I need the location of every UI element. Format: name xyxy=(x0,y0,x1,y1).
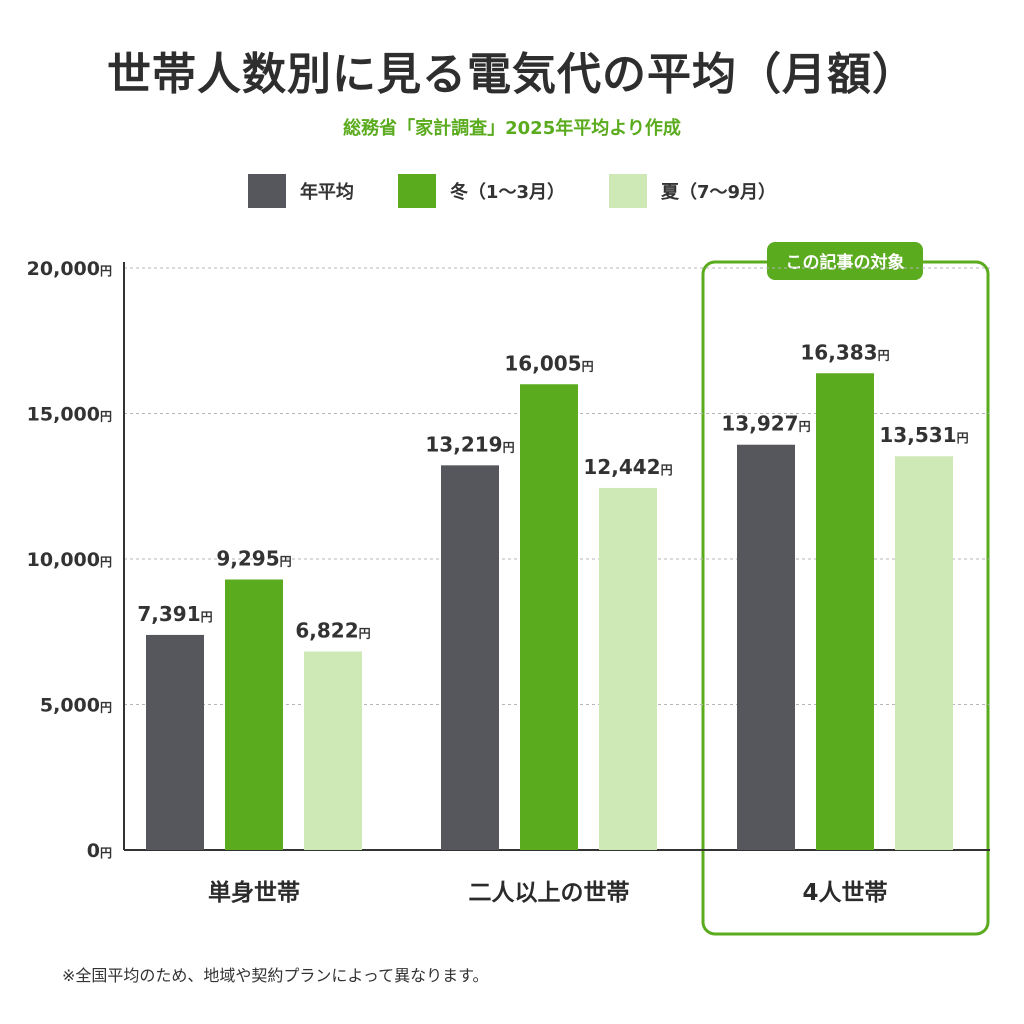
data-label: 6,822円 xyxy=(295,618,370,642)
legend-label-winter: 冬（1～3月） xyxy=(449,182,565,203)
footnote: ※全国平均のため、地域や契約プランによって異なります。 xyxy=(62,966,489,985)
highlight-badge xyxy=(767,242,923,280)
highlight-badge-label: この記事の対象 xyxy=(786,252,905,273)
legend-item-annual: 年平均 xyxy=(247,174,354,208)
x-tick-label: 4人世帯 xyxy=(802,879,887,906)
bar xyxy=(816,373,874,850)
data-label: 13,927円 xyxy=(721,412,810,436)
bar xyxy=(737,444,795,850)
x-tick-label: 二人以上の世帯 xyxy=(469,879,630,906)
legend-item-summer: 夏（7～9月） xyxy=(609,174,776,208)
chart-title: 世帯人数別に見る電気代の平均（月額） xyxy=(107,49,917,100)
legend-item-winter: 冬（1～3月） xyxy=(397,174,565,208)
legend-label-annual: 年平均 xyxy=(299,182,354,203)
legend-label-summer: 夏（7～9月） xyxy=(661,182,777,203)
bar xyxy=(599,487,657,850)
y-tick-label: 0円 xyxy=(87,840,112,862)
legend-swatch-annual xyxy=(247,174,286,208)
legend: 年平均 冬（1～3月） 夏（7～9月） xyxy=(0,174,1024,208)
data-label: 16,005円 xyxy=(504,351,593,375)
y-tick-label: 20,000円 xyxy=(27,258,112,280)
bar xyxy=(895,456,953,850)
x-tick-label: 単身世帯 xyxy=(208,879,300,906)
bar xyxy=(441,465,499,850)
data-label: 7,391円 xyxy=(137,602,212,626)
y-tick-label: 5,000円 xyxy=(40,695,112,717)
bar xyxy=(520,384,578,850)
y-tick-label: 10,000円 xyxy=(27,549,112,571)
bar xyxy=(304,651,362,850)
data-label: 12,442円 xyxy=(583,455,672,479)
data-label: 13,531円 xyxy=(879,423,968,447)
bar xyxy=(146,634,204,850)
y-tick-label: 15,000円 xyxy=(27,404,112,426)
chart-subtitle: 総務省「家計調査」2025年平均より作成 xyxy=(343,118,681,139)
data-label: 13,219円 xyxy=(425,432,514,456)
bar xyxy=(225,579,283,850)
data-label: 9,295円 xyxy=(216,547,291,571)
legend-swatch-winter xyxy=(397,174,436,208)
legend-swatch-summer xyxy=(609,174,647,208)
data-label: 16,383円 xyxy=(800,340,889,364)
